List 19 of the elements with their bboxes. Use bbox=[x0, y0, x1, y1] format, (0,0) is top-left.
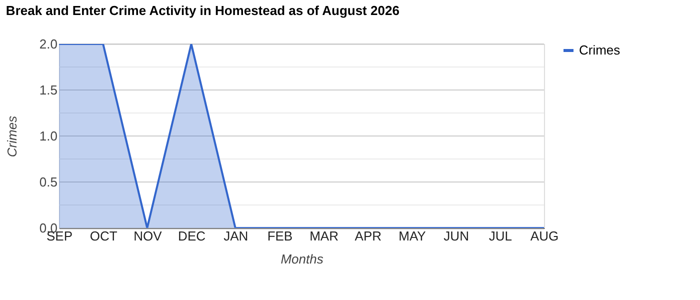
x-tick-label: DEC bbox=[178, 228, 206, 244]
y-tick-label: 1.5 bbox=[39, 82, 58, 98]
chart-title: Break and Enter Crime Activity in Homestead as of August 2026 bbox=[6, 3, 400, 18]
x-axis-title: Months bbox=[280, 252, 324, 266]
y-tick-label: 0.5 bbox=[39, 174, 58, 190]
x-tick-label: JUL bbox=[488, 228, 512, 244]
x-tick-label: APR bbox=[354, 228, 382, 244]
x-tick-label: JUN bbox=[444, 228, 469, 244]
y-axis-title: Crimes bbox=[4, 115, 20, 158]
x-tick-label: MAY bbox=[398, 228, 426, 244]
x-tick-label: OCT bbox=[90, 228, 118, 244]
legend-label: Crimes bbox=[579, 42, 621, 58]
x-tick-label: NOV bbox=[134, 228, 162, 244]
y-tick-label: 2.0 bbox=[39, 36, 58, 52]
y-tick-label: 1.0 bbox=[39, 128, 58, 144]
x-tick-label: MAR bbox=[310, 228, 338, 244]
x-tick-label: JAN bbox=[224, 228, 248, 244]
x-tick-label: AUG bbox=[530, 228, 559, 244]
x-tick-label: FEB bbox=[267, 228, 293, 244]
